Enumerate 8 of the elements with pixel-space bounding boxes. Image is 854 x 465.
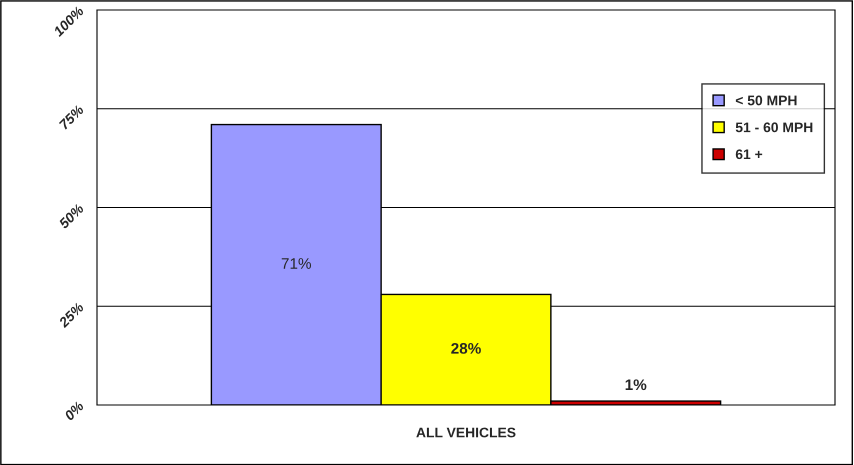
data-label: 1%	[626, 379, 646, 390]
data-label: 71%	[282, 258, 312, 269]
data-label: 28%	[451, 342, 481, 354]
y-tick-label: 0%	[64, 400, 84, 421]
legend-label: 51 - 60 MPH	[736, 122, 812, 132]
x-tick-label: ALL VEHICLES	[416, 428, 516, 438]
legend-label: < 50 MPH	[736, 96, 796, 106]
legend-label: 61 +	[736, 149, 762, 160]
